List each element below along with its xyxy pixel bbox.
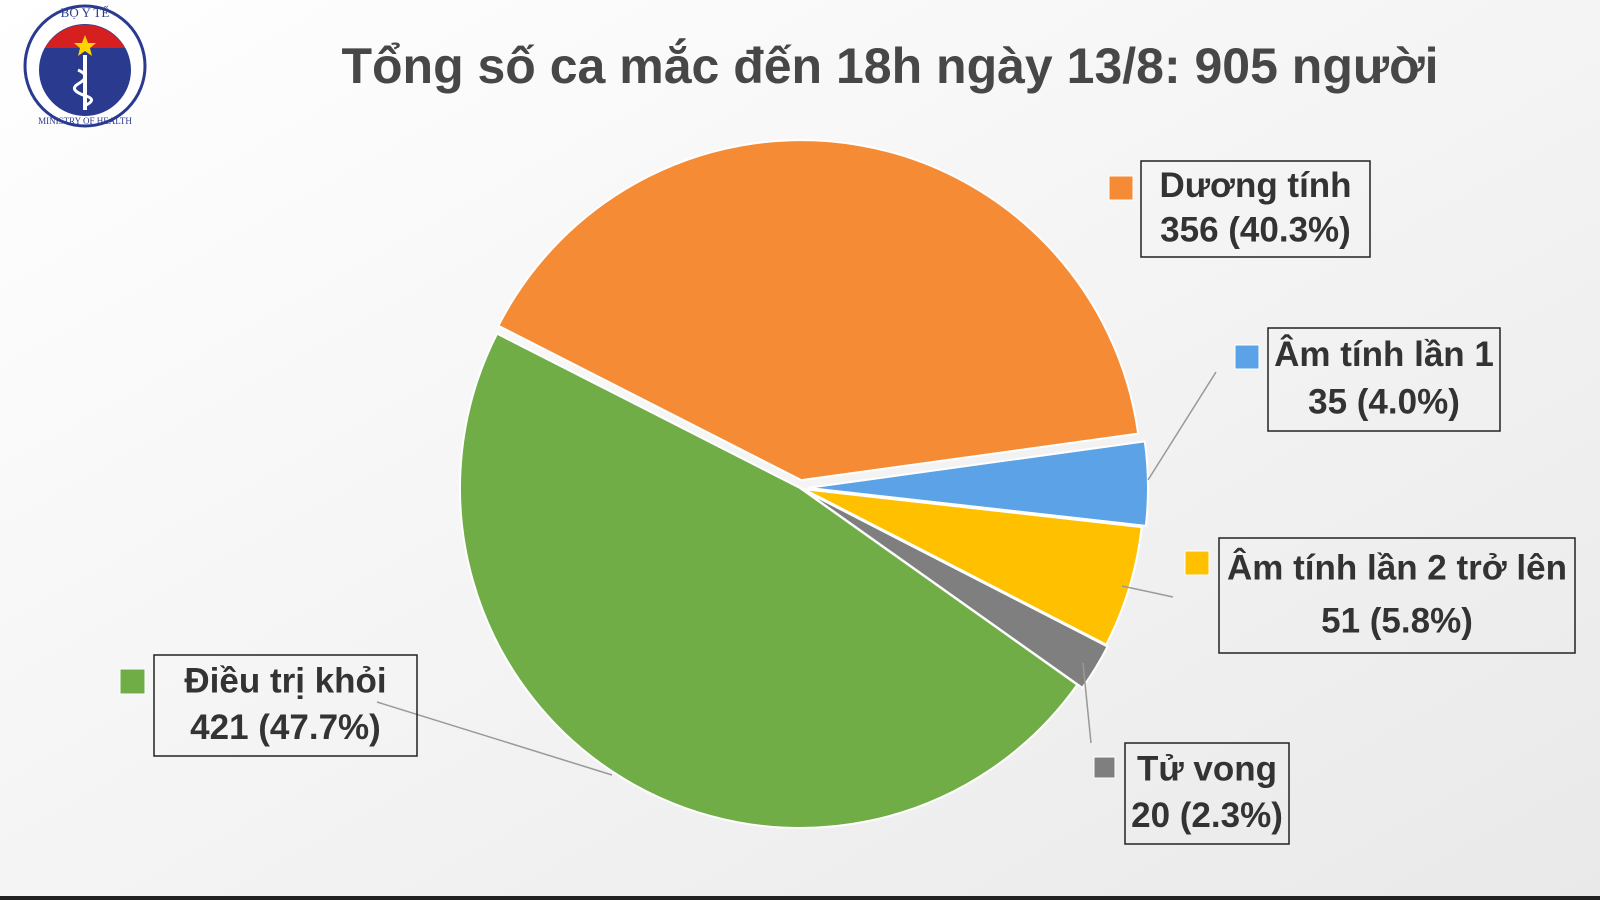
legend-label: Âm tính lần 2 trở lên xyxy=(1227,547,1567,587)
value-label: 421 (47.7%) xyxy=(190,708,381,747)
label-box xyxy=(153,654,418,757)
leader-line xyxy=(1082,662,1092,744)
value-label: 356 (40.3%) xyxy=(1160,210,1351,249)
bottom-border xyxy=(0,896,1600,900)
label-box xyxy=(1267,327,1501,432)
logo-top-text: BỘ Y TẾ xyxy=(61,5,110,20)
label-box xyxy=(1140,160,1371,258)
legend-swatch xyxy=(119,668,146,695)
legend-label: Âm tính lần 1 xyxy=(1274,334,1494,374)
logo-bottom-text: MINISTRY OF HEALTH xyxy=(38,116,132,126)
leader-line xyxy=(376,701,613,776)
legend-swatch xyxy=(1093,756,1116,779)
legend-swatch xyxy=(1108,175,1134,201)
pie-slice xyxy=(497,139,1140,482)
value-label: 35 (4.0%) xyxy=(1308,382,1460,421)
legend-label: Tử vong xyxy=(1137,750,1277,789)
pie-slice xyxy=(807,440,1149,527)
value-label: 51 (5.8%) xyxy=(1321,601,1473,640)
leader-line xyxy=(1121,585,1174,598)
pie-slice xyxy=(459,332,1079,829)
value-label: 20 (2.3%) xyxy=(1131,796,1283,835)
legend-label: Điều trị khỏi xyxy=(184,662,386,701)
label-box xyxy=(1218,537,1576,654)
logo: BỘ Y TẾ MINISTRY OF HEALTH xyxy=(23,4,147,128)
logo-snake xyxy=(72,68,93,108)
label-box xyxy=(1124,742,1290,845)
legend-swatch xyxy=(1184,550,1210,576)
logo-star xyxy=(74,35,96,56)
pie-slice xyxy=(804,490,1109,690)
leader-line xyxy=(1147,371,1217,481)
chart-title: Tổng số ca mắc đến 18h ngày 13/8: 905 ng… xyxy=(341,38,1438,94)
legend-label: Dương tính xyxy=(1159,166,1351,205)
legend-swatch xyxy=(1234,344,1260,370)
